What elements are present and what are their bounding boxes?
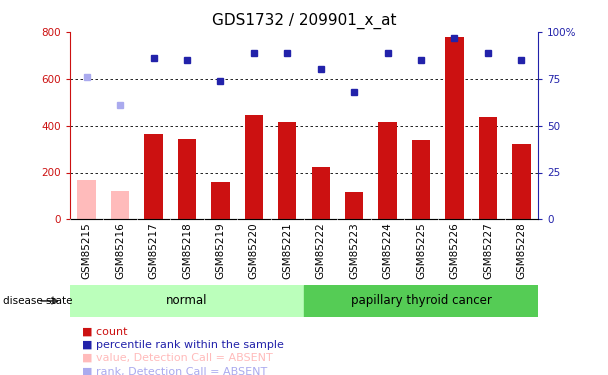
Bar: [311, 166, 330, 219]
Text: GSM85215: GSM85215: [81, 223, 92, 279]
Bar: [211, 182, 230, 219]
Bar: [378, 122, 397, 219]
Text: ■ value, Detection Call = ABSENT: ■ value, Detection Call = ABSENT: [82, 353, 273, 363]
Text: ■ rank, Detection Call = ABSENT: ■ rank, Detection Call = ABSENT: [82, 366, 268, 375]
Text: ■ count: ■ count: [82, 327, 128, 337]
Text: GSM85216: GSM85216: [115, 223, 125, 279]
Bar: [278, 122, 297, 219]
Text: GSM85224: GSM85224: [382, 223, 393, 279]
Text: GSM85221: GSM85221: [282, 223, 292, 279]
Bar: [111, 191, 130, 219]
Text: GSM85228: GSM85228: [516, 223, 527, 279]
Bar: [304, 285, 538, 317]
Text: disease state: disease state: [3, 296, 72, 306]
Bar: [345, 192, 364, 219]
Text: GSM85219: GSM85219: [215, 223, 226, 279]
Text: GSM85226: GSM85226: [449, 223, 460, 279]
Text: GSM85223: GSM85223: [349, 223, 359, 279]
Text: normal: normal: [166, 294, 208, 307]
Text: GDS1732 / 209901_x_at: GDS1732 / 209901_x_at: [212, 13, 396, 29]
Bar: [512, 144, 531, 219]
Text: GSM85227: GSM85227: [483, 223, 493, 279]
Bar: [412, 140, 430, 219]
Bar: [178, 138, 196, 219]
Text: papillary thyroid cancer: papillary thyroid cancer: [351, 294, 491, 307]
Bar: [70, 285, 304, 317]
Bar: [144, 134, 163, 219]
Text: ■ percentile rank within the sample: ■ percentile rank within the sample: [82, 340, 284, 350]
Bar: [77, 180, 96, 219]
Text: GSM85220: GSM85220: [249, 223, 259, 279]
Text: GSM85218: GSM85218: [182, 223, 192, 279]
Text: GSM85217: GSM85217: [148, 223, 159, 279]
Text: GSM85222: GSM85222: [316, 223, 326, 279]
Bar: [244, 115, 263, 219]
Bar: [478, 117, 497, 219]
Text: GSM85225: GSM85225: [416, 223, 426, 279]
Bar: [445, 37, 464, 219]
